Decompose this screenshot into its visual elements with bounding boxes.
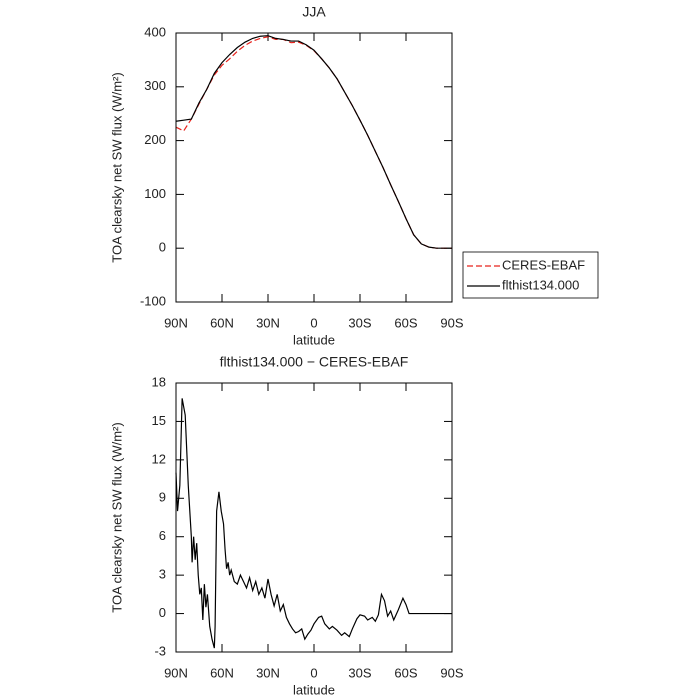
x-tick-label: 60S: [394, 665, 417, 680]
x-axis-label: latitude: [293, 682, 335, 697]
x-tick-label: 60N: [210, 665, 234, 680]
y-tick-label: 15: [152, 413, 166, 428]
y-tick-label: 3: [159, 567, 166, 582]
x-tick-label: 60S: [394, 315, 417, 330]
plot-frame: [175, 32, 453, 303]
x-tick-label: 30S: [348, 315, 371, 330]
y-tick-label: -100: [140, 293, 166, 308]
x-tick-label: 0: [310, 665, 317, 680]
x-tick-label: 60N: [210, 315, 234, 330]
x-tick-label: 30N: [256, 665, 280, 680]
y-tick-label: 200: [144, 132, 166, 147]
chart-title: JJA: [302, 4, 326, 20]
x-axis-label: latitude: [293, 332, 335, 347]
y-axis-label: TOA clearsky net SW flux (W/m²): [109, 422, 124, 612]
x-tick-label: 90N: [164, 315, 188, 330]
x-tick-label: 30S: [348, 665, 371, 680]
chart-title: flthist134.000 − CERES-EBAF: [220, 354, 409, 370]
y-tick-label: 300: [144, 78, 166, 93]
x-tick-label: 0: [310, 315, 317, 330]
y-tick-label: -3: [154, 643, 166, 658]
x-tick-label: 90S: [440, 315, 463, 330]
y-tick-label: 18: [152, 374, 166, 389]
y-tick-label: 0: [159, 240, 166, 255]
series-line: [175, 35, 452, 249]
y-tick-label: 100: [144, 186, 166, 201]
legend-box: [462, 251, 599, 299]
y-tick-label: 6: [159, 528, 166, 543]
x-tick-label: 90N: [164, 665, 188, 680]
plot-frame: [175, 382, 453, 653]
x-tick-label: 30N: [256, 315, 280, 330]
series-line: [175, 398, 452, 649]
y-axis-label: TOA clearsky net SW flux (W/m²): [109, 72, 124, 262]
legend-label: flthist134.000: [502, 277, 579, 292]
x-tick-label: 90S: [440, 665, 463, 680]
y-tick-label: 9: [159, 490, 166, 505]
y-tick-label: 12: [152, 451, 166, 466]
legend-label: CERES-EBAF: [502, 257, 585, 272]
y-tick-label: 0: [159, 605, 166, 620]
y-tick-label: 400: [144, 24, 166, 39]
